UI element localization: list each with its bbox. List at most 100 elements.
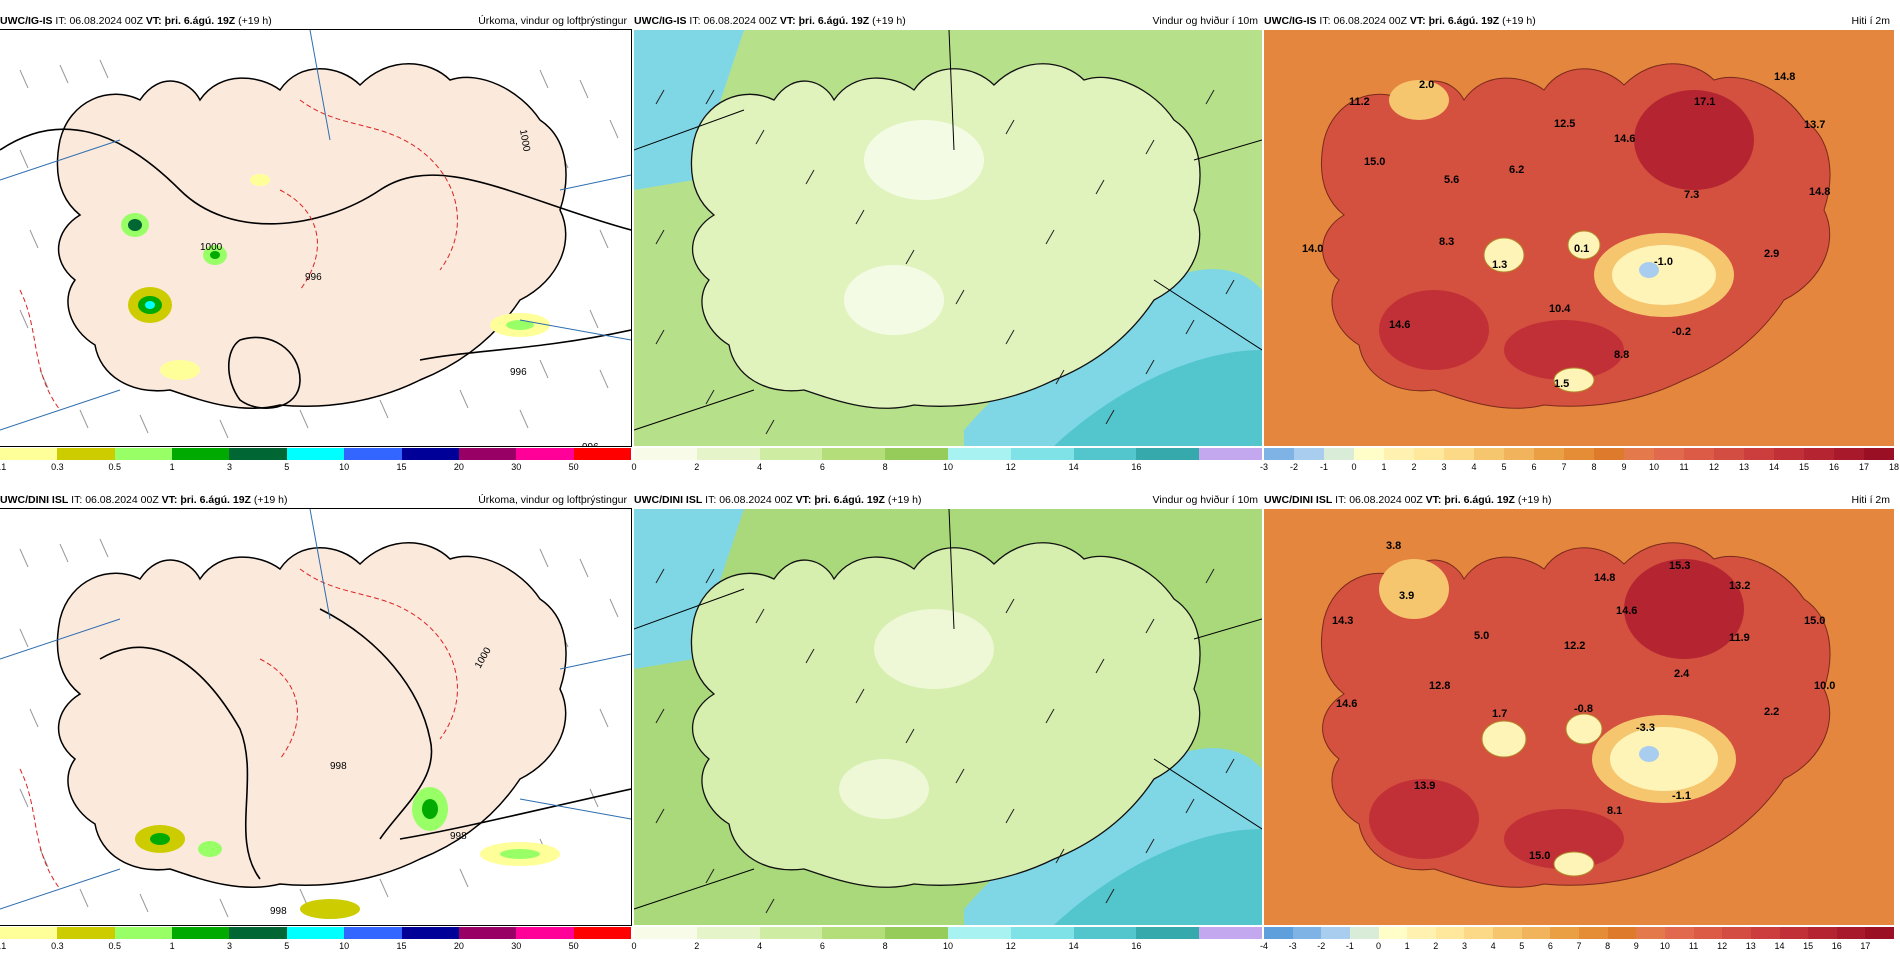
- colorbar-swatch: [1407, 927, 1436, 939]
- colorbar-tick-label: 20: [453, 462, 464, 472]
- colorbar-swatch: [401, 448, 459, 460]
- colorbar-tick-label: 8: [1591, 462, 1597, 472]
- svg-text:13.2: 13.2: [1729, 580, 1750, 592]
- valid-time: þri. 6.ágú. 19Z: [1428, 15, 1500, 27]
- svg-text:14.6: 14.6: [1336, 698, 1357, 710]
- colorbar-tick-label: 3: [1441, 462, 1447, 472]
- svg-text:14.3: 14.3: [1332, 615, 1353, 627]
- colorbar-tick-label: 0.5: [108, 462, 121, 472]
- colorbar-tick-label: 14: [1068, 941, 1079, 951]
- colorbar-tick-label: 0: [631, 941, 637, 951]
- colorbar-tick-label: 0.1: [0, 941, 7, 951]
- colorbar-tick-label: 10: [942, 941, 954, 951]
- valid-label: VT:: [1409, 15, 1426, 27]
- colorbar-tick-label: 0: [1376, 941, 1382, 951]
- svg-text:11.9: 11.9: [1729, 632, 1750, 644]
- panel-header: UWC/IG-IS IT: 06.08.2024 00Z VT: þri. 6.…: [1264, 14, 1894, 28]
- svg-text:6.2: 6.2: [1509, 164, 1524, 176]
- colorbar-swatch: [1199, 927, 1262, 939]
- colorbar-swatch: [1464, 927, 1494, 939]
- colorbar-swatch: [1834, 448, 1864, 460]
- colorbar-swatch: [1010, 927, 1074, 939]
- temp-point-values-bottom: 3.8 3.9 14.8 15.3 13.2 14.3 5.0 14.6 11.…: [1332, 540, 1835, 862]
- colorbar-swatch: [1073, 927, 1137, 939]
- colorbar-tick-label: 16: [1131, 462, 1142, 472]
- colorbar-tick-label: 12: [1708, 462, 1720, 472]
- lead-time: (+19 h): [872, 15, 906, 27]
- colorbar-tick-label: 5: [284, 941, 290, 951]
- colorbar-tick-label: 6: [1547, 941, 1553, 951]
- svg-text:-0.8: -0.8: [1574, 703, 1593, 715]
- colorbar-swatch: [1136, 927, 1200, 939]
- colorbar-swatch: [1264, 927, 1293, 939]
- panel-header: UWC/IG-IS IT: 06.08.2024 00Z VT: þri. 6.…: [634, 14, 1262, 28]
- colorbar-swatch: [1684, 448, 1714, 460]
- model-name: UWC/IG-IS: [0, 15, 53, 27]
- colorbar-tick-label: 10: [942, 462, 954, 472]
- precip-colorbar-ticks: 0.1 0.3 0.5 1 3 5 10 15 20 30 50: [0, 941, 631, 955]
- colorbar-swatch: [1199, 448, 1262, 460]
- svg-text:8.1: 8.1: [1607, 805, 1622, 817]
- init-label: IT:: [1319, 15, 1331, 27]
- colorbar-swatch: [458, 448, 517, 460]
- svg-text:998: 998: [270, 906, 287, 917]
- colorbar-tick-label: 8: [882, 462, 888, 472]
- colorbar-swatch: [885, 448, 948, 460]
- colorbar-tick-label: 1: [169, 462, 175, 472]
- colorbar-swatch: [1624, 448, 1654, 460]
- colorbar-swatch: [1010, 448, 1074, 460]
- svg-text:1000: 1000: [200, 242, 223, 253]
- colorbar-swatch: [516, 448, 574, 460]
- svg-text:12.8: 12.8: [1429, 680, 1450, 692]
- colorbar-swatch: [1493, 927, 1522, 939]
- svg-text:10.0: 10.0: [1814, 680, 1835, 692]
- colorbar-tick-label: 13: [1738, 462, 1750, 472]
- svg-text:-1.1: -1.1: [1672, 790, 1691, 802]
- colorbar-tick-label: 0: [1351, 462, 1357, 472]
- colorbar-tick-label: 0.5: [108, 941, 121, 951]
- colorbar-swatch: [0, 448, 58, 460]
- init-label: IT:: [1335, 494, 1347, 506]
- precip-areas: [135, 787, 560, 919]
- valid-time: þri. 6.ágú. 19Z: [164, 15, 236, 27]
- precip-colorbar: [0, 448, 631, 460]
- colorbar-swatch: [1444, 448, 1474, 460]
- precip-colorbar-ticks: 0.1 0.3 0.5 1 3 5 10 15 20 30 50: [0, 462, 631, 476]
- colorbar-swatch: [696, 927, 760, 939]
- colorbar-tick-label: 0.3: [51, 941, 64, 951]
- lead-time: (+19 h): [887, 494, 922, 506]
- colorbar-swatch: [759, 448, 823, 460]
- svg-text:14.8: 14.8: [1774, 71, 1795, 83]
- valid-time: þri. 6.ágú. 19Z: [798, 15, 870, 27]
- colorbar-tick-label: 0: [631, 462, 637, 472]
- panel-header: UWC/IG-IS IT: 06.08.2024 00Z VT: þri. 6.…: [0, 14, 631, 28]
- colorbar-swatch: [822, 448, 886, 460]
- colorbar-swatch: [634, 448, 697, 460]
- colorbar-swatch: [1564, 448, 1594, 460]
- model-name: UWC/IG-IS: [634, 15, 687, 27]
- colorbar-tick-label: 10: [339, 941, 350, 951]
- panel-header: UWC/DINI ISL IT: 06.08.2024 00Z VT: þri.…: [634, 493, 1262, 507]
- precip-map-svg: 1000 1000 996 996 996: [0, 30, 631, 446]
- panel-header: UWC/DINI ISL IT: 06.08.2024 00Z VT: þri.…: [1264, 493, 1894, 507]
- valid-time: þri. 6.ágú. 19Z: [180, 494, 251, 506]
- svg-text:5.6: 5.6: [1444, 174, 1459, 186]
- wind-map-svg: [634, 509, 1262, 925]
- colorbar-swatch: [1435, 927, 1465, 939]
- colorbar-tick-label: 17: [1860, 941, 1871, 951]
- colorbar-swatch: [1654, 448, 1684, 460]
- valid-label: VT:: [145, 15, 162, 27]
- svg-text:996: 996: [510, 367, 527, 378]
- colorbar-tick-label: 18: [1888, 462, 1900, 472]
- model-name: UWC/IG-IS: [1264, 15, 1317, 27]
- colorbar-tick-label: 12: [1005, 462, 1016, 472]
- precip-map: 1000 1000 996 996 996: [0, 29, 632, 447]
- colorbar-tick-label: 11: [1688, 941, 1699, 951]
- colorbar-tick-label: 16: [1831, 941, 1842, 951]
- svg-text:13.9: 13.9: [1414, 780, 1435, 792]
- colorbar-swatch: [1414, 448, 1444, 460]
- colorbar-tick-label: 50: [568, 941, 579, 951]
- svg-text:1.5: 1.5: [1554, 378, 1569, 390]
- svg-text:14.8: 14.8: [1809, 186, 1830, 198]
- colorbar-swatch: [229, 927, 287, 939]
